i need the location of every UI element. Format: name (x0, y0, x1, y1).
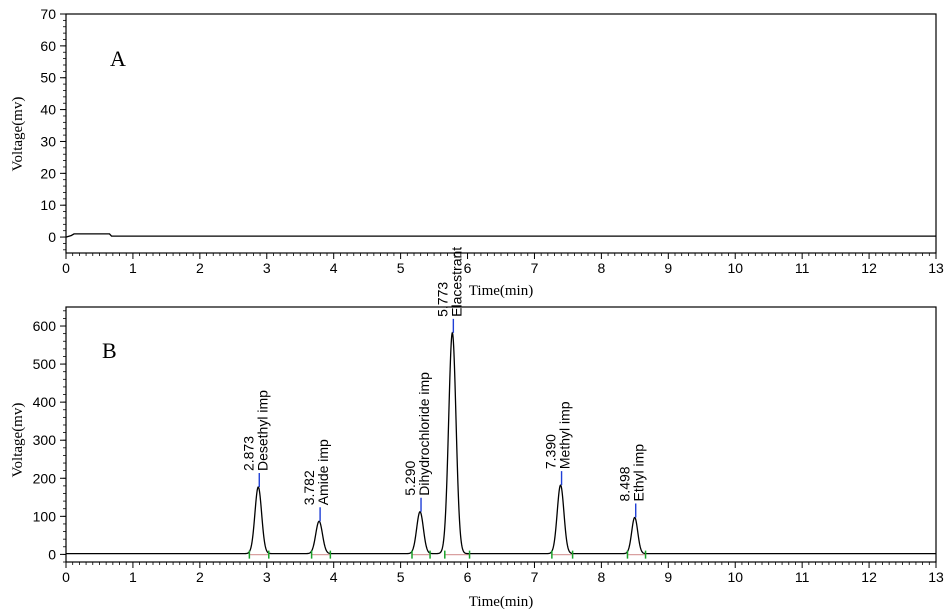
y-axis-title: Voltage(mv) (10, 403, 26, 478)
y-tick-label: 200 (33, 470, 57, 486)
x-tick-label: 9 (664, 569, 672, 585)
chart-panel-b: 0 1 2 3 4 5 6 7 8 9 10 11 12 130100200300400500600Tim… (10, 247, 944, 610)
x-tick-label: 2 (196, 569, 204, 585)
x-tick-label: 8 (597, 569, 605, 585)
x-tick-label: 11 (795, 260, 810, 276)
x-tick-label: 7 (531, 569, 539, 585)
x-tick-label: 13 (928, 260, 944, 276)
chart-panel-a: 0 1 2 3 4 5 6 7 8 9 10 11 12 13010203040506070Time(mi… (10, 6, 944, 299)
y-tick-label: 40 (40, 102, 56, 118)
y-axis-title: Voltage(mv) (10, 97, 26, 172)
x-tick-label: 6 (464, 260, 472, 276)
x-tick-label: 10 (727, 260, 743, 276)
plot-frame (65, 306, 937, 563)
x-tick-label: 0 (62, 260, 70, 276)
x-tick-label: 2 (196, 260, 204, 276)
y-tick-label: 400 (33, 394, 57, 410)
x-tick-label: 5 (397, 260, 405, 276)
y-tick-label: 600 (33, 318, 57, 334)
peak-name-label: Amide imp (315, 439, 331, 505)
peak-name-label: Elacestrant (448, 247, 464, 317)
x-tick-label: 8 (597, 260, 605, 276)
y-tick-label: 0 (48, 546, 56, 562)
x-tick-label: 12 (861, 260, 877, 276)
panel-letter: B (102, 338, 117, 363)
x-tick-label: 7 (531, 260, 539, 276)
chromatogram-trace (65, 233, 936, 238)
plot-frame (65, 13, 937, 254)
peak-retention-time-label: 8.498 (617, 466, 633, 501)
x-tick-label: 12 (861, 569, 877, 585)
x-axis-title: Time(min) (469, 594, 533, 610)
x-tick-label: 3 (263, 260, 271, 276)
y-tick-label: 500 (33, 356, 57, 372)
peak-name-label: Methyl imp (557, 401, 573, 469)
x-tick-label: 4 (330, 260, 338, 276)
x-tick-label: 0 (62, 569, 70, 585)
peak-retention-time-label: 3.782 (301, 470, 317, 505)
peak-retention-time-label: 5.773 (434, 282, 450, 317)
peak-name-label: Ethyl imp (631, 444, 647, 502)
x-tick-label: 11 (795, 569, 810, 585)
x-tick-label: 6 (464, 569, 472, 585)
y-tick-label: 300 (33, 432, 57, 448)
x-tick-label: 10 (727, 569, 743, 585)
peak-retention-time-label: 7.390 (543, 434, 559, 469)
peak-retention-time-label: 5.290 (402, 461, 418, 496)
x-tick-label: 1 (129, 569, 137, 585)
x-tick-label: 3 (263, 569, 271, 585)
y-tick-label: 60 (40, 38, 56, 54)
y-tick-label: 20 (40, 165, 56, 181)
y-tick-label: 100 (33, 508, 57, 524)
panel-letter: A (110, 46, 126, 71)
y-tick-label: 50 (40, 70, 56, 86)
y-tick-label: 30 (40, 133, 56, 149)
x-tick-label: 5 (397, 569, 405, 585)
peak-name-label: Dihydrochloride imp (416, 372, 432, 496)
x-axis-title: Time(min) (469, 283, 533, 299)
y-tick-label: 70 (40, 6, 56, 22)
x-tick-label: 13 (928, 569, 944, 585)
x-tick-label: 1 (129, 260, 137, 276)
y-tick-label: 10 (40, 197, 56, 213)
peak-retention-time-label: 2.873 (240, 436, 256, 471)
x-tick-label: 4 (330, 569, 338, 585)
peak-name-label: Desethyl imp (254, 390, 270, 471)
chromatogram-trace (66, 331, 936, 555)
y-tick-label: 0 (48, 229, 56, 245)
x-tick-label: 9 (664, 260, 672, 276)
